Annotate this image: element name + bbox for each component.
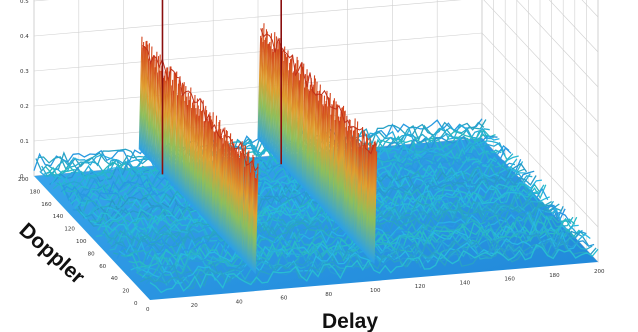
y-tick-label: 200 [18, 177, 29, 183]
y-tick-label: 80 [88, 251, 95, 257]
y-tick-label: 120 [64, 227, 75, 233]
x-tick-label: 80 [325, 292, 332, 298]
x-tick-label: 200 [594, 269, 605, 275]
z-tick-label: 0.1 [20, 139, 29, 145]
z-tick-label: 0.2 [20, 104, 29, 110]
x-tick-label: 40 [236, 299, 243, 305]
y-tick-label: 160 [41, 202, 52, 208]
y-tick-label: 0 [134, 301, 138, 307]
z-tick-label: 0 [20, 174, 24, 180]
x-axis-label: Delay [322, 310, 378, 332]
ridge-1 [138, 36, 259, 274]
x-tick-label: 160 [504, 277, 515, 283]
x-tick-label: 20 [191, 303, 198, 309]
z-tick-label: 0.4 [20, 34, 29, 40]
x-tick-label: 100 [370, 288, 381, 294]
y-axis-label: Doppler [15, 219, 89, 289]
tick-layer: 0204060801001201401601802000204060801001… [18, 0, 605, 313]
y-tick-label: 20 [122, 289, 129, 295]
ridge-2 [257, 23, 378, 264]
y-tick-label: 180 [30, 189, 41, 195]
x-tick-label: 0 [146, 307, 150, 313]
y-tick-label: 40 [111, 276, 118, 282]
ridge-layer [138, 0, 378, 274]
x-tick-label: 180 [549, 273, 560, 279]
y-tick-label: 60 [99, 264, 106, 270]
z-tick-label: 0.3 [20, 69, 29, 75]
x-tick-label: 140 [460, 280, 471, 286]
z-tick-label: 0.5 [20, 0, 29, 5]
y-tick-label: 100 [76, 239, 87, 245]
x-tick-label: 120 [415, 284, 426, 290]
x-tick-label: 60 [280, 296, 287, 302]
y-tick-label: 140 [53, 214, 64, 220]
